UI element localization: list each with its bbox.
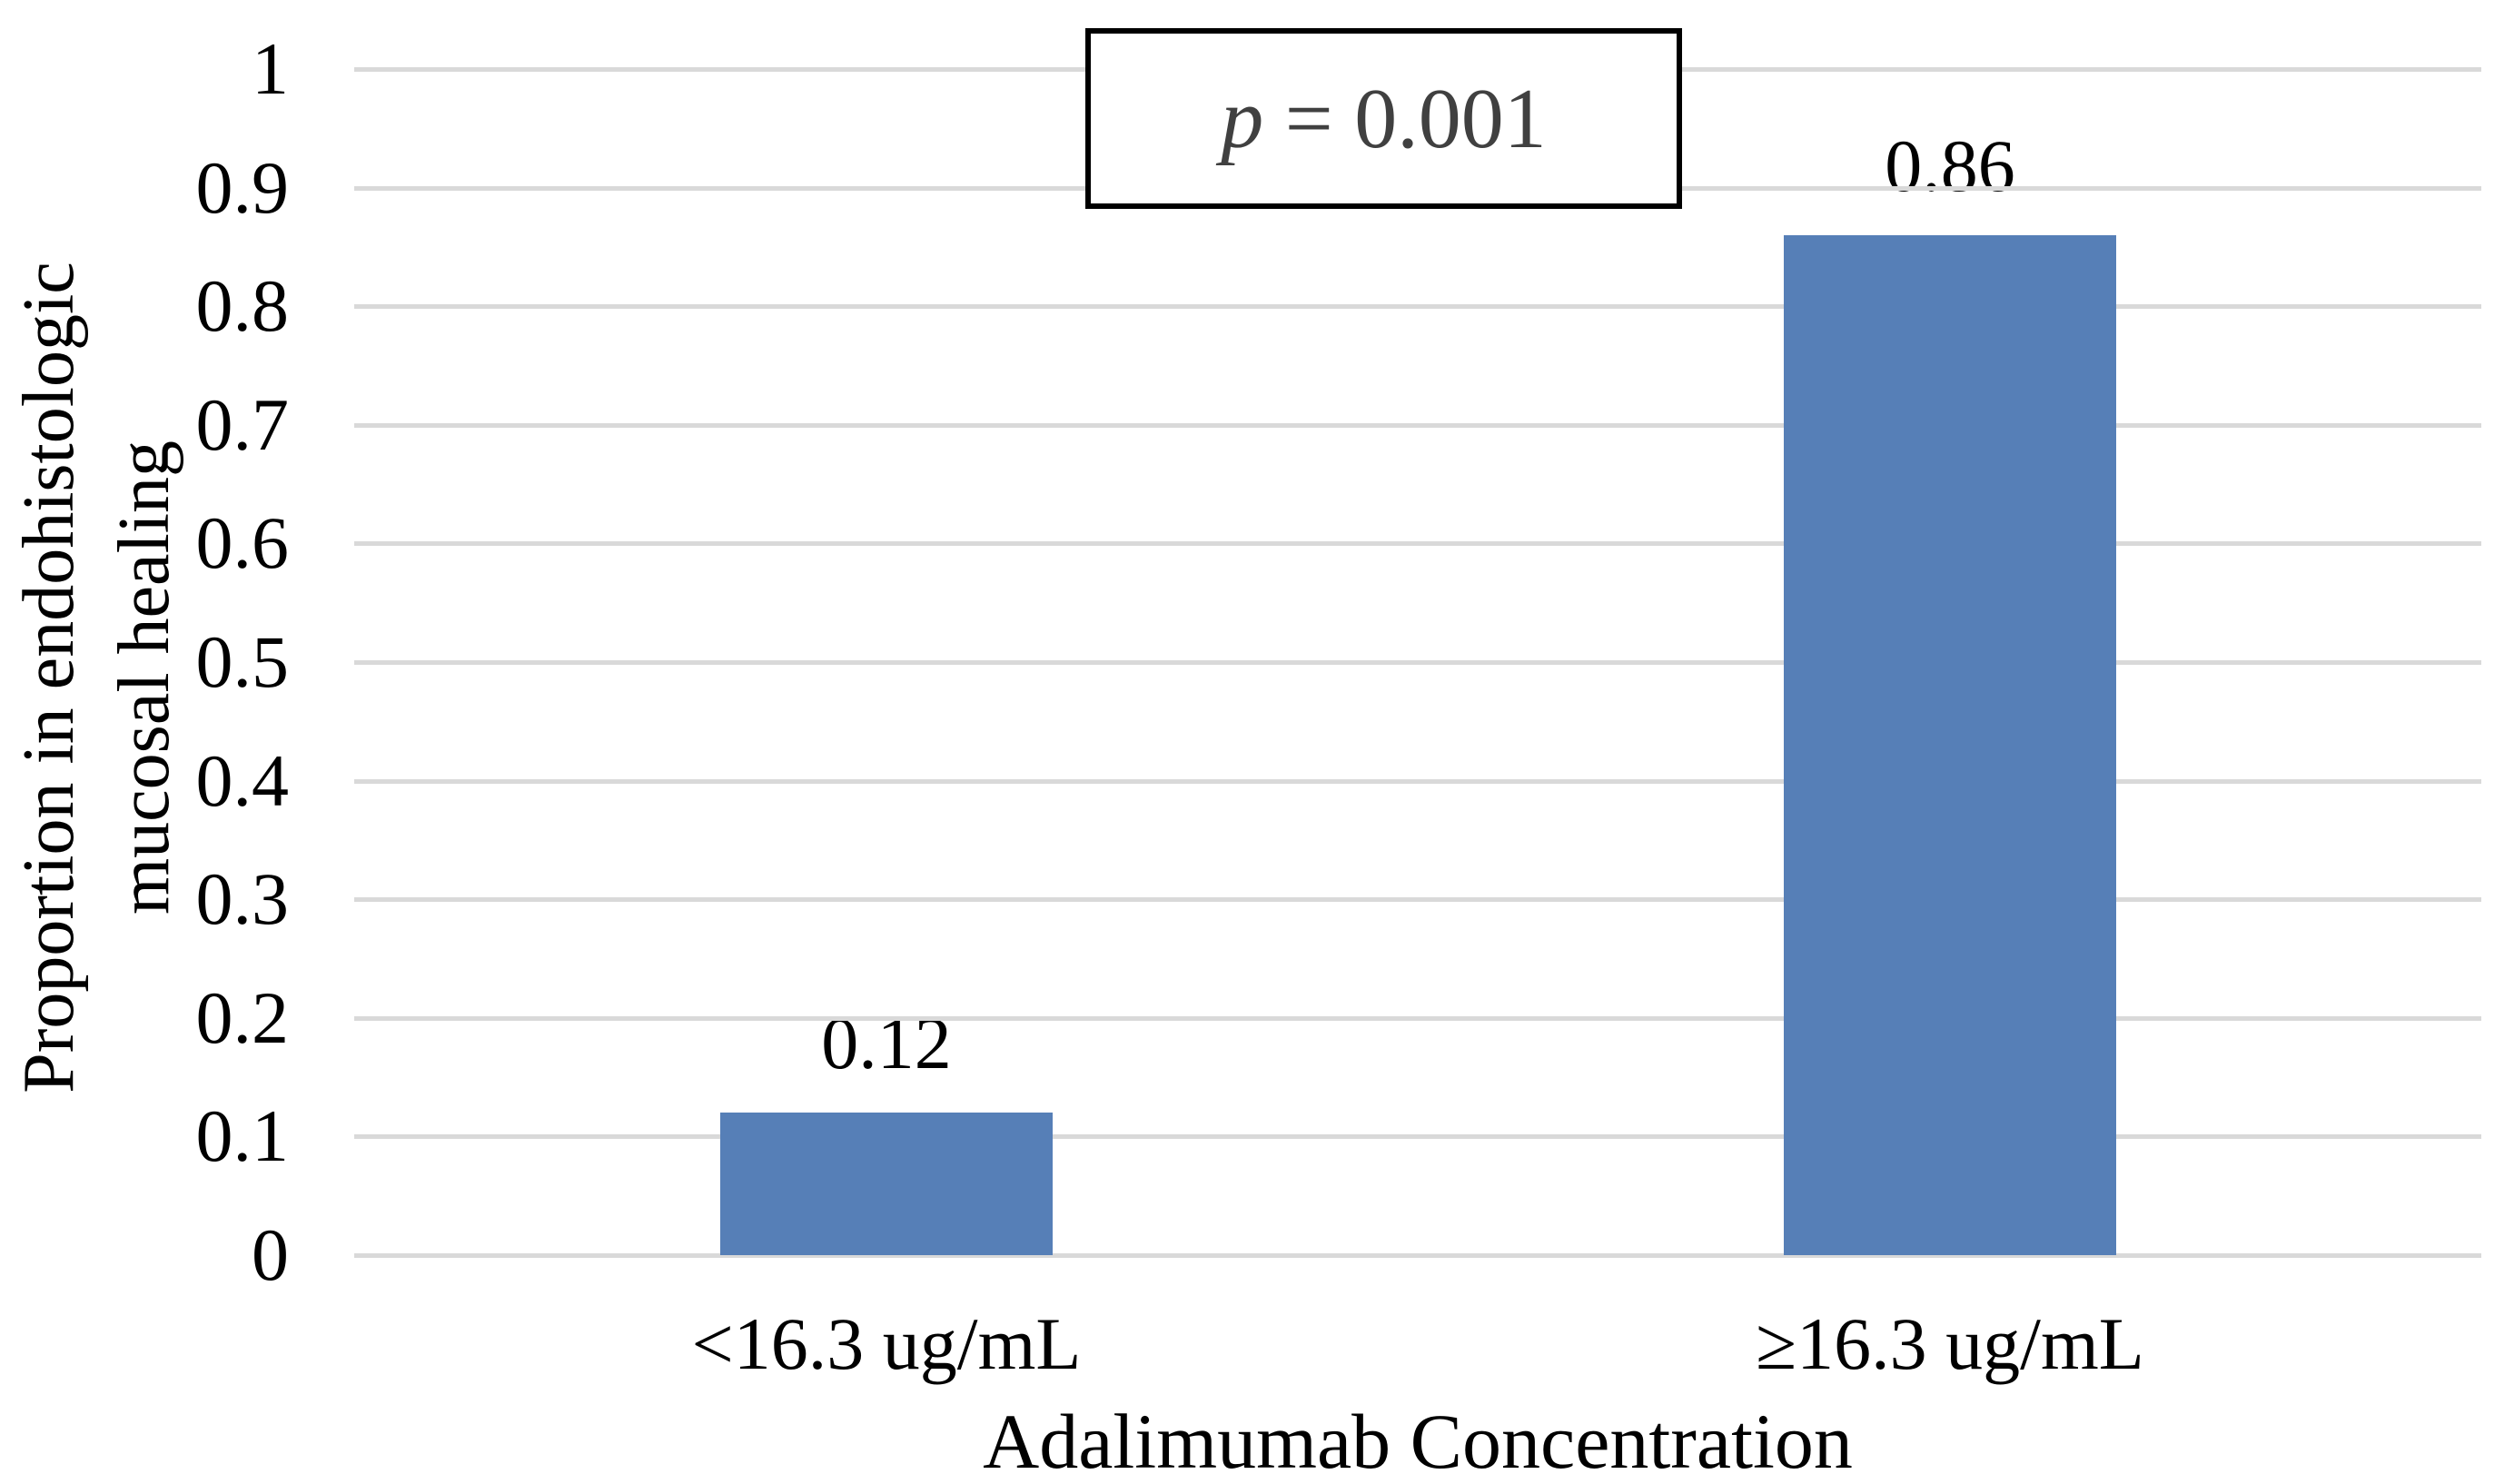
p-value-annotation-box: p = 0.001: [1085, 28, 1682, 209]
gridline-0.2: [354, 1015, 2481, 1021]
y-tick-label-0.4: 0.4: [195, 738, 290, 822]
bar-1: [1784, 235, 2116, 1255]
y-tick-label-0.2: 0.2: [195, 975, 290, 1059]
y-tick-label-0.3: 0.3: [195, 857, 290, 941]
gridline-0: [354, 1253, 2481, 1258]
y-tick-label-0.7: 0.7: [195, 382, 290, 466]
bar-value-label-1: 0.86: [1885, 124, 2015, 207]
x-tick-label-1: ≥16.3 ug/mL: [1756, 1302, 2144, 1385]
y-tick-label-0.8: 0.8: [195, 264, 290, 348]
gridline-0.7: [354, 422, 2481, 428]
gridline-0.5: [354, 660, 2481, 665]
x-tick-label-0: <16.3 ug/mL: [691, 1302, 1082, 1385]
y-tick-label-0.5: 0.5: [195, 620, 290, 703]
bar-0: [720, 1113, 1053, 1255]
x-axis-title: Adalimumab Concentration: [983, 1398, 1853, 1484]
p-value-symbol: p: [1221, 71, 1264, 166]
bar-value-label-0: 0.12: [821, 1002, 952, 1084]
gridline-0.8: [354, 304, 2481, 310]
y-tick-label-0.1: 0.1: [195, 1094, 290, 1178]
gridline-0.6: [354, 541, 2481, 547]
y-tick-label-0: 0: [252, 1213, 289, 1296]
gridline-0.3: [354, 897, 2481, 903]
gridline-0.4: [354, 778, 2481, 784]
y-tick-label-0.9: 0.9: [195, 145, 290, 229]
y-tick-label-1: 1: [252, 27, 289, 110]
p-value-text: = 0.001: [1263, 71, 1547, 166]
y-tick-label-0.6: 0.6: [195, 501, 290, 585]
gridline-0.1: [354, 1134, 2481, 1140]
